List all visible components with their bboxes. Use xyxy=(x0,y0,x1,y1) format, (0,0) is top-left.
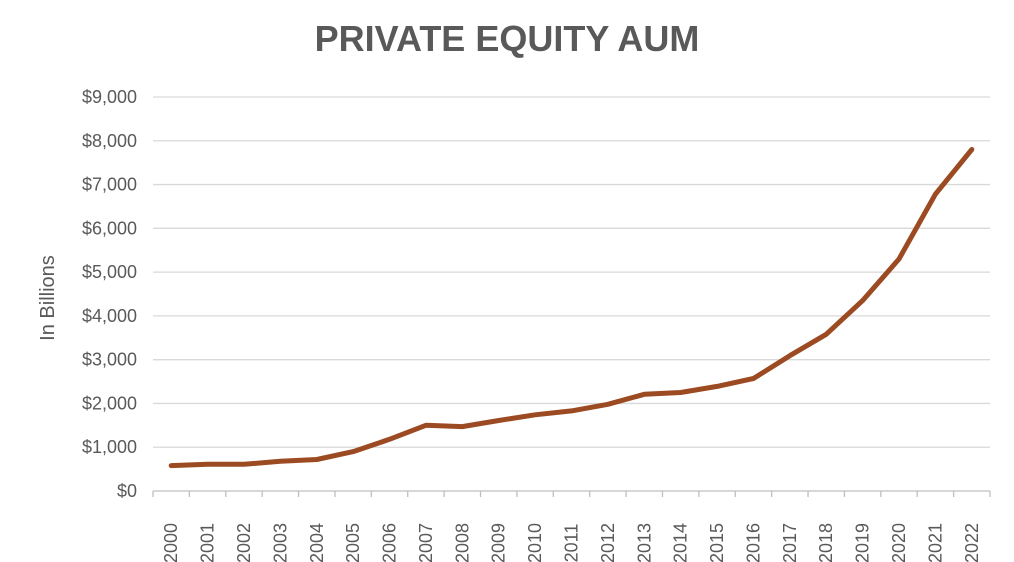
x-tick-label: 2011 xyxy=(562,524,582,562)
x-tick-label: 2003 xyxy=(270,523,290,562)
x-tick-label: 2021 xyxy=(925,523,945,562)
x-tick-label: 2018 xyxy=(816,523,836,562)
y-tick-label: $0 xyxy=(117,481,137,501)
x-tick-label: 2001 xyxy=(198,523,218,562)
x-tick-label: 2007 xyxy=(416,523,436,562)
y-tick-label: $2,000 xyxy=(82,393,137,413)
x-tick-label: 2002 xyxy=(234,523,254,562)
series-line xyxy=(168,147,975,469)
x-tick-label: 2019 xyxy=(853,523,873,562)
y-tick-label: $6,000 xyxy=(82,218,137,238)
x-tick-label: 2022 xyxy=(962,523,982,562)
x-tick-label: 2016 xyxy=(743,523,763,562)
x-tick-label: 2008 xyxy=(452,523,472,562)
y-tick-label: $4,000 xyxy=(82,306,137,326)
y-tick-label: $9,000 xyxy=(82,87,137,107)
x-tick-label: 2005 xyxy=(343,523,363,562)
y-tick-label: $3,000 xyxy=(82,350,137,370)
x-tick-label: 2014 xyxy=(671,523,691,562)
x-tick-label: 2020 xyxy=(889,523,909,562)
x-tick-labels: 2000 2001 2002 2003 2004 2005 2006 2007 2008 2009… xyxy=(161,523,982,562)
y-tick-label: $1,000 xyxy=(82,437,137,457)
x-tick-label: 2017 xyxy=(780,523,800,562)
x-tick-label: 2010 xyxy=(525,523,545,562)
axes xyxy=(152,490,991,497)
y-tick-labels: $0 $1,000 $2,000 $3,000 $4,000 $5,000 $6,000 $7… xyxy=(82,87,137,501)
x-tick-label: 2004 xyxy=(307,523,327,562)
x-tick-label: 2013 xyxy=(634,523,654,562)
y-tick-label: $8,000 xyxy=(82,131,137,151)
y-tick-label: $5,000 xyxy=(82,262,137,282)
series xyxy=(168,147,975,469)
y-axis-title: In Billions xyxy=(37,255,59,341)
chart-title: PRIVATE EQUITY AUM xyxy=(314,18,700,59)
x-tick-label: 2000 xyxy=(161,523,181,562)
y-tick-label: $7,000 xyxy=(82,175,137,195)
x-tick-label: 2009 xyxy=(489,523,509,562)
x-tick-label: 2015 xyxy=(707,523,727,562)
x-tick-label: 2012 xyxy=(598,523,618,562)
x-tick-label: 2006 xyxy=(380,523,400,562)
gridlines xyxy=(153,96,990,448)
